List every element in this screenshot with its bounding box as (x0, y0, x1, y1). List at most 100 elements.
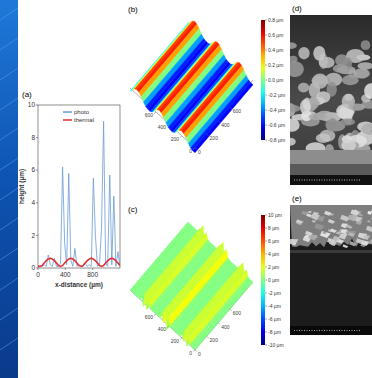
y-tick-label: 200 (210, 337, 219, 343)
crystal (330, 229, 337, 233)
crystal (336, 231, 341, 234)
colorbar-tick (265, 280, 267, 281)
x-tick-label: 600 (145, 112, 154, 118)
crystal (308, 211, 312, 214)
y-axis-label: height (µm) (18, 169, 26, 204)
strip-deco (0, 8, 18, 20)
grain (354, 68, 370, 78)
plot-frame (38, 105, 120, 268)
crystal (343, 244, 349, 248)
grain (348, 103, 365, 110)
y-tick (36, 202, 38, 203)
y-tick (195, 148, 197, 150)
sem-image-e (290, 205, 372, 335)
crystal (362, 235, 370, 240)
x-tick-label: 400 (158, 124, 167, 130)
crystal (296, 220, 304, 225)
crystal (302, 211, 309, 216)
grain (298, 83, 309, 93)
info-bar (290, 175, 372, 185)
crystal (311, 214, 320, 220)
colorbar-tick (265, 254, 267, 255)
colorbar-tick (265, 332, 267, 333)
strip-deco (0, 38, 18, 50)
y-tick (218, 121, 220, 123)
crystal (323, 232, 327, 235)
crystal (349, 241, 357, 246)
crystal (320, 231, 331, 238)
strip-deco (0, 158, 18, 170)
y-tick-label: 0 (31, 264, 35, 271)
colorbar-label: -0.8 µm (268, 137, 285, 143)
colorbar-label: 6 µm (268, 238, 279, 244)
grain (290, 118, 300, 131)
colorbar-label: 10 µm (268, 212, 282, 218)
surface-strip (191, 80, 251, 151)
colorbar-label: 0.6 µm (268, 32, 283, 38)
crystal (358, 213, 363, 217)
panel-label: (e) (292, 194, 302, 203)
x-tick (180, 338, 182, 340)
strip-deco (0, 128, 18, 140)
y-tick-label: 4 (31, 199, 35, 206)
x-tick-label: 200 (171, 136, 180, 142)
strip-deco (0, 308, 18, 320)
panel-a: (a)02468100400800x-distance (µm)height (… (18, 90, 120, 289)
grain (361, 40, 371, 50)
crystal (290, 239, 298, 246)
colorbar-label: -0.2 µm (268, 92, 285, 98)
crystal (296, 219, 303, 223)
crystal (305, 231, 313, 236)
image-background (290, 15, 372, 185)
series-line (38, 121, 120, 266)
grain (316, 133, 331, 143)
x-tick (65, 268, 66, 270)
colorbar-label: 0 µm (268, 277, 279, 283)
strip-deco (0, 338, 18, 350)
y-tick (36, 170, 38, 171)
panel-label: (a) (22, 90, 32, 99)
y-tick-label: 400 (221, 324, 230, 330)
y-tick (195, 350, 197, 352)
colorbar-label: -2 µm (268, 290, 281, 296)
colorbar-label: 0.8 µm (268, 17, 283, 23)
colorbar-tick (265, 306, 267, 307)
surface-strip (190, 276, 250, 347)
legend-swatch (63, 119, 72, 121)
x-tick (193, 350, 195, 352)
y-tick (230, 309, 232, 311)
crystal (328, 219, 335, 224)
y-tick (218, 323, 220, 325)
legend-label: thermal (74, 117, 94, 123)
surface (130, 21, 253, 153)
y-tick-label: 0 (198, 351, 201, 357)
colorbar-tick (265, 35, 267, 36)
crystal (354, 209, 358, 212)
y-tick-label: 2 (31, 232, 35, 239)
colorbar-tick (265, 20, 267, 21)
surface-strip (193, 280, 253, 350)
grain (298, 47, 309, 59)
crystal (329, 240, 338, 246)
film-layer (290, 205, 372, 247)
colorbar-tick (265, 50, 267, 51)
grain (308, 113, 327, 120)
strip-deco (0, 218, 18, 230)
strip-deco (0, 188, 18, 200)
crystal (356, 238, 365, 244)
strip-deco (0, 68, 18, 80)
legend-label: photo (74, 109, 90, 115)
panel-label: (d) (292, 4, 302, 13)
grain (340, 119, 355, 126)
series-group (38, 121, 120, 266)
x-tick-label: 600 (145, 314, 154, 320)
y-tick (36, 235, 38, 236)
legend-swatch (63, 111, 72, 113)
panel-surface: (c)0200400600020040060010 µm8 µm6 µm4 µm… (128, 205, 284, 357)
surface-strip (186, 70, 246, 143)
surface-strip (188, 270, 248, 345)
y-tick (230, 107, 232, 109)
substrate-band (290, 150, 372, 164)
y-tick-label: 6 (31, 166, 35, 173)
x-tick (38, 268, 39, 270)
